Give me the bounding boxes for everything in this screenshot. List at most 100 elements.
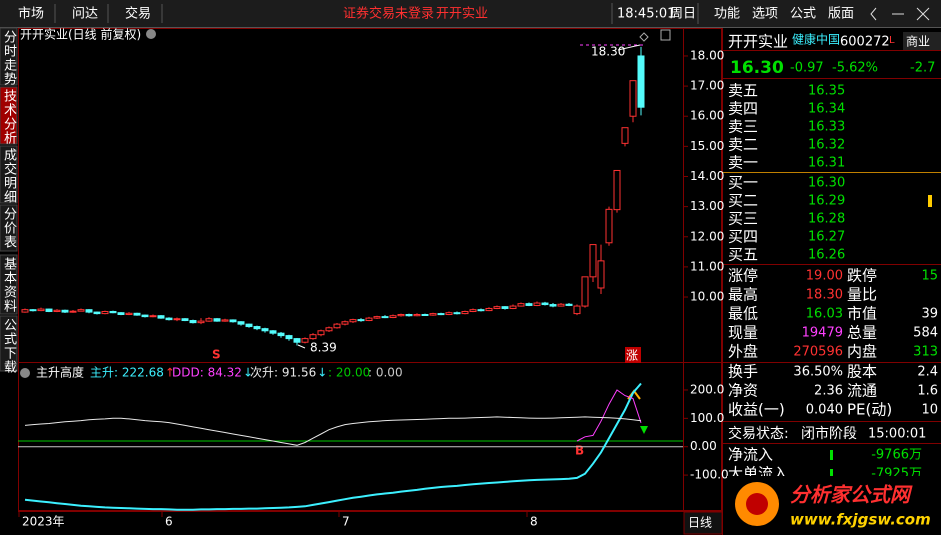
candle-body — [525, 303, 533, 306]
candle-body — [141, 314, 149, 318]
candle-body — [389, 315, 397, 319]
candle-body — [357, 319, 365, 322]
candle-body — [109, 310, 117, 314]
close-button[interactable] — [916, 7, 930, 21]
bid-price: 16.29 — [808, 194, 845, 209]
side-tab[interactable] — [0, 27, 18, 86]
date-label: 7 — [342, 515, 350, 529]
pane-toggle[interactable] — [660, 29, 671, 41]
candle-body — [77, 309, 85, 312]
stat-value: 2.4 — [917, 365, 938, 380]
bid-price: 16.30 — [808, 176, 845, 191]
period-tab[interactable] — [683, 511, 723, 535]
candle-body — [589, 244, 597, 278]
sell-signal: S — [212, 348, 221, 362]
stat-label: 总量 — [847, 324, 877, 342]
candle-body — [637, 55, 645, 108]
side-tab[interactable] — [0, 204, 18, 252]
indicator-menu-icon[interactable] — [20, 368, 30, 378]
stat-label: 收益(一) — [728, 401, 785, 419]
candle-body — [509, 305, 517, 309]
stock-code: 600272 — [840, 35, 890, 50]
bid-label: 买一 — [728, 174, 758, 192]
bid-label: 买五 — [728, 246, 758, 264]
title-menu-icon[interactable] — [146, 29, 156, 39]
menu-item[interactable]: 市场 — [18, 6, 44, 22]
menu-item[interactable]: 版面 — [828, 7, 854, 22]
stat-label: 内盘 — [847, 343, 877, 361]
candle-body — [69, 310, 77, 313]
menu-item[interactable]: 公式 — [790, 7, 816, 22]
y-tick-label: 100.0 — [690, 411, 724, 425]
menu-item[interactable]: 交易 — [125, 6, 151, 22]
menu-item[interactable]: 功能 — [714, 7, 740, 22]
legend-label: 主升: 222.68 — [90, 366, 164, 380]
bid-price: 16.28 — [808, 212, 845, 227]
stat-label: 市值 — [847, 305, 877, 323]
candle-body — [621, 127, 629, 144]
side-tab[interactable] — [0, 86, 18, 145]
candle-body — [125, 312, 133, 316]
indicator-title: 主升高度 — [36, 365, 84, 380]
menu-item[interactable]: 问达 — [72, 7, 98, 22]
menu-item[interactable]: 选项 — [752, 7, 778, 22]
flow-bar — [830, 450, 833, 460]
stat-value: 270596 — [793, 345, 843, 360]
candle-body — [333, 323, 341, 329]
bid-price: 16.27 — [808, 230, 845, 245]
stat-value: 19.00 — [806, 269, 843, 284]
date-label: 6 — [165, 515, 173, 529]
candle-body — [613, 169, 621, 211]
stat-value: 584 — [913, 326, 938, 341]
notice-stock[interactable]: 开开实业 — [436, 7, 488, 22]
bid-label: 买三 — [728, 210, 758, 228]
low-label: 8.39 — [310, 341, 337, 355]
login-notice[interactable]: 证券交易未登录 — [343, 6, 434, 22]
legend-arrow: ↑ — [165, 366, 175, 380]
indicator-line — [24, 416, 642, 446]
side-tab[interactable] — [0, 145, 18, 204]
stock-name: 开开实业 — [728, 33, 788, 51]
stat-value: 0.040 — [806, 403, 843, 418]
sector[interactable]: 商业 — [906, 34, 930, 49]
status-time: 15:00:01 — [868, 427, 926, 442]
candle-body — [157, 315, 165, 319]
candle-body — [437, 313, 445, 316]
bid-volume-bar — [928, 195, 932, 207]
candle-body — [189, 320, 197, 324]
legend-arrow: ↓ — [317, 366, 327, 380]
candle-body — [117, 312, 125, 316]
candle-body — [229, 319, 237, 323]
stat-label: 最高 — [728, 286, 758, 304]
low-pointer — [297, 344, 306, 349]
stat-value: 2.36 — [814, 384, 843, 399]
concept[interactable]: 健康中国 — [792, 32, 840, 47]
side-tab[interactable] — [0, 315, 18, 372]
level-label: : 0.00 — [368, 366, 403, 380]
ask-price: 16.32 — [808, 138, 845, 153]
legend-label: DDD: 84.32 — [172, 366, 242, 380]
stat-value: 1.6 — [917, 384, 938, 399]
candle-body — [469, 309, 477, 312]
candle-body — [301, 338, 309, 343]
signal-box — [625, 347, 641, 363]
candle-body — [341, 321, 349, 325]
candle-body — [605, 208, 613, 244]
candle-body — [581, 276, 589, 307]
candle-body — [413, 314, 421, 317]
buy-signal: B — [575, 444, 584, 458]
high-label: 18.30 — [591, 45, 625, 59]
ask-label: 卖一 — [728, 154, 758, 172]
candle-body — [37, 308, 45, 312]
flow-bar — [830, 469, 833, 479]
y-tick-label: 10.00 — [690, 290, 724, 304]
stat-value: 313 — [913, 345, 938, 360]
side-tab[interactable] — [0, 254, 18, 315]
side-tab-label: 分时走势 — [1, 30, 17, 86]
indicator-line — [576, 389, 642, 442]
back-button[interactable] — [870, 7, 877, 21]
candle-body — [261, 328, 269, 332]
y-tick-label: 18.00 — [690, 48, 724, 62]
legend-arrow: ↓ — [243, 366, 253, 380]
